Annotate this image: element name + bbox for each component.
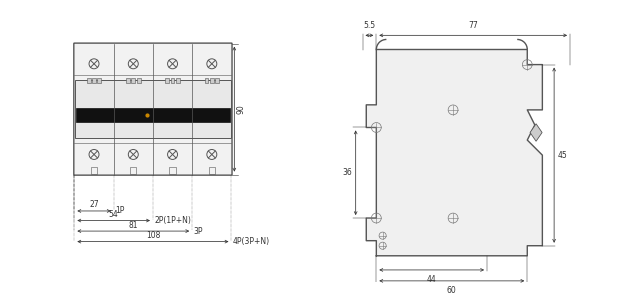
Text: 36: 36 [342,168,352,177]
Bar [130,167,136,174]
Bar [215,78,219,83]
Bar [98,78,101,83]
Text: 5.5: 5.5 [363,21,376,30]
Bar [171,78,174,83]
Bar [137,78,141,83]
Bar [176,78,180,83]
FancyBboxPatch shape [74,43,232,175]
Text: 2P(1P+N): 2P(1P+N) [154,216,191,225]
Text: 108: 108 [146,231,160,240]
Bar [87,78,91,83]
Bar [165,78,169,83]
Text: 27: 27 [89,201,99,209]
Bar [92,78,96,83]
Text: 90: 90 [237,104,246,114]
Bar [131,78,135,83]
Text: 4P(3P+N): 4P(3P+N) [233,237,270,246]
Bar [76,108,230,122]
Polygon shape [530,124,542,141]
Bar [75,80,231,138]
Bar [210,78,214,83]
Polygon shape [366,49,542,256]
Text: 60: 60 [447,286,457,294]
Text: 77: 77 [468,21,478,30]
Text: 1P: 1P [115,206,124,216]
Bar [91,167,97,174]
Text: 45: 45 [558,151,567,160]
Text: 81: 81 [129,220,138,230]
Text: 3P: 3P [194,227,203,235]
Bar [209,167,215,174]
Bar [204,78,208,83]
Text: 54: 54 [109,210,119,219]
Bar [169,167,176,174]
Text: 44: 44 [427,275,436,284]
Bar [126,78,130,83]
